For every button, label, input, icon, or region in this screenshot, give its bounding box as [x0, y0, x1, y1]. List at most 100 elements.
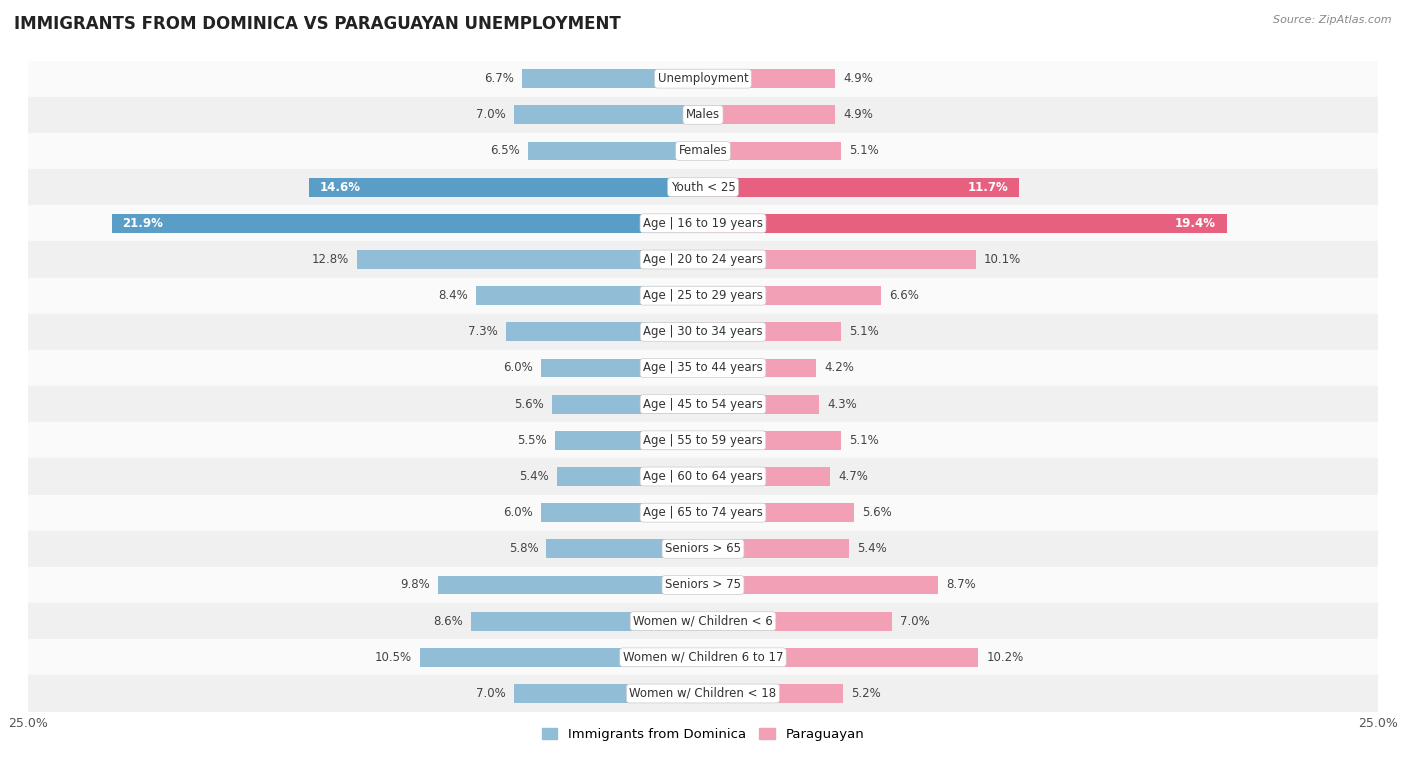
Text: Females: Females [679, 145, 727, 157]
Bar [515, 684, 703, 703]
Bar [541, 503, 703, 522]
Bar [28, 205, 1378, 241]
Bar [703, 648, 979, 667]
Text: 4.7%: 4.7% [838, 470, 868, 483]
Text: Seniors > 65: Seniors > 65 [665, 542, 741, 556]
Text: 7.0%: 7.0% [900, 615, 929, 628]
Bar [28, 386, 1378, 422]
Bar [541, 359, 703, 378]
Text: 5.4%: 5.4% [856, 542, 887, 556]
Text: 10.2%: 10.2% [987, 651, 1024, 664]
Text: Youth < 25: Youth < 25 [671, 181, 735, 194]
Text: 19.4%: 19.4% [1175, 217, 1216, 230]
Text: 7.0%: 7.0% [477, 108, 506, 121]
Text: 12.8%: 12.8% [312, 253, 349, 266]
Bar [703, 575, 938, 594]
Bar [28, 567, 1378, 603]
Text: 6.0%: 6.0% [503, 362, 533, 375]
Bar [28, 241, 1378, 278]
Bar [547, 540, 703, 558]
Text: 5.5%: 5.5% [517, 434, 547, 447]
Text: 21.9%: 21.9% [122, 217, 163, 230]
Bar [703, 286, 882, 305]
Bar [703, 214, 1226, 232]
Bar [419, 648, 703, 667]
Bar [703, 684, 844, 703]
Text: 8.4%: 8.4% [439, 289, 468, 302]
Text: Age | 16 to 19 years: Age | 16 to 19 years [643, 217, 763, 230]
Legend: Immigrants from Dominica, Paraguayan: Immigrants from Dominica, Paraguayan [541, 727, 865, 741]
Text: 5.6%: 5.6% [515, 397, 544, 410]
Text: Unemployment: Unemployment [658, 72, 748, 85]
Bar [28, 313, 1378, 350]
Bar [703, 105, 835, 124]
Text: 10.1%: 10.1% [984, 253, 1021, 266]
Text: 7.0%: 7.0% [477, 687, 506, 700]
Text: Age | 35 to 44 years: Age | 35 to 44 years [643, 362, 763, 375]
Bar [522, 69, 703, 88]
Text: 5.8%: 5.8% [509, 542, 538, 556]
Bar [703, 394, 820, 413]
Bar [515, 105, 703, 124]
Bar [703, 142, 841, 160]
Bar [477, 286, 703, 305]
Bar [703, 322, 841, 341]
Bar [439, 575, 703, 594]
Bar [28, 97, 1378, 133]
Text: 10.5%: 10.5% [374, 651, 412, 664]
Bar [28, 350, 1378, 386]
Text: Age | 55 to 59 years: Age | 55 to 59 years [643, 434, 763, 447]
Text: 6.0%: 6.0% [503, 506, 533, 519]
Text: 4.9%: 4.9% [844, 72, 873, 85]
Text: 5.4%: 5.4% [519, 470, 550, 483]
Bar [28, 422, 1378, 459]
Bar [28, 133, 1378, 169]
Bar [703, 431, 841, 450]
Text: Women w/ Children < 6: Women w/ Children < 6 [633, 615, 773, 628]
Bar [28, 603, 1378, 639]
Text: 11.7%: 11.7% [967, 181, 1008, 194]
Text: 4.9%: 4.9% [844, 108, 873, 121]
Text: Age | 25 to 29 years: Age | 25 to 29 years [643, 289, 763, 302]
Text: 8.6%: 8.6% [433, 615, 463, 628]
Text: 5.6%: 5.6% [862, 506, 891, 519]
Bar [506, 322, 703, 341]
Bar [28, 494, 1378, 531]
Bar [471, 612, 703, 631]
Text: 9.8%: 9.8% [401, 578, 430, 591]
Text: 4.2%: 4.2% [824, 362, 855, 375]
Bar [551, 394, 703, 413]
Bar [28, 531, 1378, 567]
Text: 5.1%: 5.1% [849, 145, 879, 157]
Bar [28, 459, 1378, 494]
Bar [557, 467, 703, 486]
Bar [703, 503, 855, 522]
Bar [703, 540, 849, 558]
Text: 6.6%: 6.6% [889, 289, 920, 302]
Text: 7.3%: 7.3% [468, 326, 498, 338]
Text: 5.1%: 5.1% [849, 326, 879, 338]
Text: Age | 45 to 54 years: Age | 45 to 54 years [643, 397, 763, 410]
Text: Women w/ Children < 18: Women w/ Children < 18 [630, 687, 776, 700]
Bar [357, 250, 703, 269]
Bar [703, 250, 976, 269]
Bar [703, 612, 891, 631]
Text: Age | 60 to 64 years: Age | 60 to 64 years [643, 470, 763, 483]
Text: 6.7%: 6.7% [484, 72, 515, 85]
Text: Source: ZipAtlas.com: Source: ZipAtlas.com [1274, 15, 1392, 25]
Bar [28, 169, 1378, 205]
Text: 14.6%: 14.6% [319, 181, 361, 194]
Text: 8.7%: 8.7% [946, 578, 976, 591]
Text: Age | 65 to 74 years: Age | 65 to 74 years [643, 506, 763, 519]
Bar [554, 431, 703, 450]
Bar [28, 278, 1378, 313]
Text: 4.3%: 4.3% [827, 397, 856, 410]
Text: Seniors > 75: Seniors > 75 [665, 578, 741, 591]
Text: 5.2%: 5.2% [852, 687, 882, 700]
Text: Age | 30 to 34 years: Age | 30 to 34 years [643, 326, 763, 338]
Bar [703, 69, 835, 88]
Bar [527, 142, 703, 160]
Text: 6.5%: 6.5% [489, 145, 519, 157]
Bar [703, 178, 1019, 197]
Bar [28, 61, 1378, 97]
